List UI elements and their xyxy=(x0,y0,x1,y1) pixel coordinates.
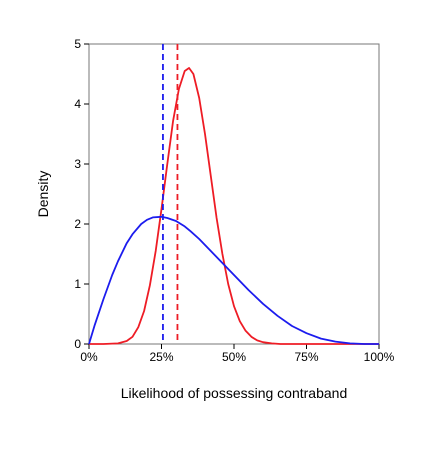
x-tick-label: 50% xyxy=(222,350,246,364)
plot-frame xyxy=(88,43,380,345)
x-tick-label: 0% xyxy=(80,350,98,364)
y-tick-label: 0 xyxy=(74,337,81,351)
x-axis-ticks: 0% 25% 50% 75% 100% xyxy=(80,344,395,364)
density-curve-1 xyxy=(89,67,379,345)
y-tick-label: 5 xyxy=(74,37,81,51)
y-axis-title: Density xyxy=(35,171,51,218)
x-axis-title: Likelihood of possessing contraband xyxy=(121,385,348,401)
x-tick-label: 100% xyxy=(364,350,395,364)
reference-lines xyxy=(162,44,179,344)
density-curve-2 xyxy=(88,215,379,345)
y-tick-label: 2 xyxy=(74,217,81,231)
y-axis-ticks: 0 1 2 3 4 5 xyxy=(74,37,89,351)
y-tick-label: 4 xyxy=(74,97,81,111)
x-tick-label: 25% xyxy=(149,350,173,364)
x-tick-label: 75% xyxy=(294,350,318,364)
series-layer xyxy=(88,67,379,345)
y-tick-label: 1 xyxy=(74,277,81,291)
y-tick-label: 3 xyxy=(74,157,81,171)
